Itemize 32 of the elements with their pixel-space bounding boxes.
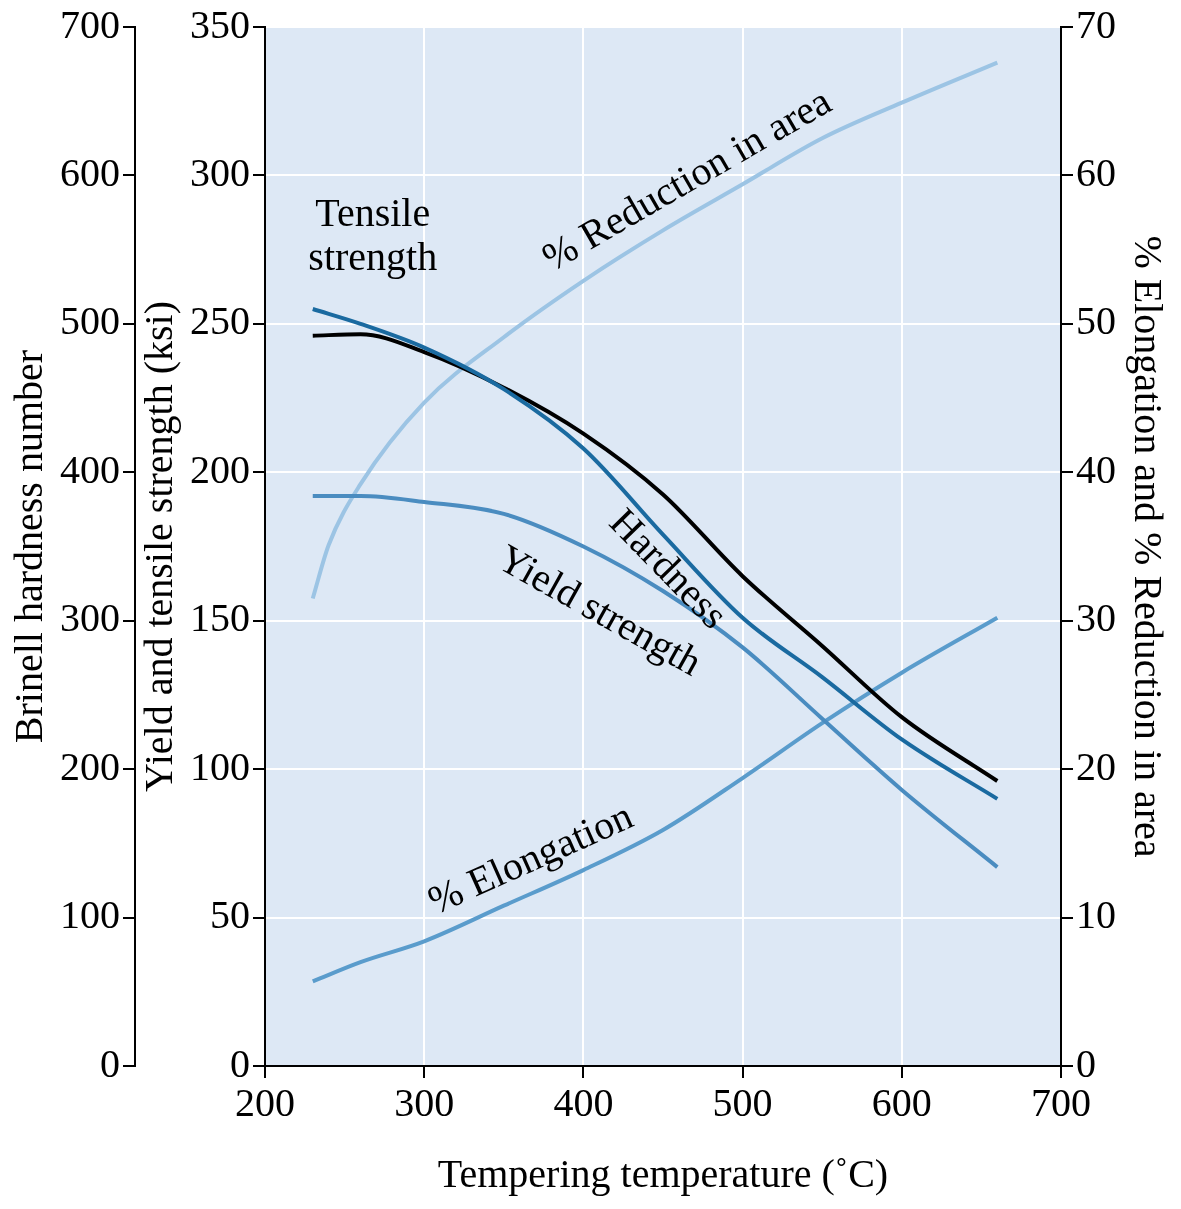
y3-tick-label: 100 xyxy=(60,892,120,938)
y3-tick-label: 400 xyxy=(60,446,120,492)
y-tick-label: 50 xyxy=(210,892,250,938)
y3-tick-label: 200 xyxy=(60,743,120,789)
y3-tick-label: 700 xyxy=(60,1,120,47)
y-tick-label: 200 xyxy=(190,446,250,492)
y3-tick-label: 300 xyxy=(60,595,120,641)
y-tick-label: 0 xyxy=(230,1040,250,1086)
y2-tick-label: 60 xyxy=(1076,149,1116,195)
y-tick-label: 350 xyxy=(190,1,250,47)
y2-tick-label: 40 xyxy=(1076,446,1116,492)
y2-tick-label: 10 xyxy=(1076,892,1116,938)
y-tick-label: 100 xyxy=(190,743,250,789)
x-tick-label: 500 xyxy=(712,1079,773,1125)
x-axis-title: Tempering temperature (˚C) xyxy=(437,1150,889,1196)
y2-tick-label: 20 xyxy=(1076,743,1116,789)
y2-tick-label: 50 xyxy=(1076,298,1116,344)
y2-tick-label: 30 xyxy=(1076,595,1116,641)
y3-tick-label: 600 xyxy=(60,149,120,195)
y3-axis-title: Brinell hardness number xyxy=(5,349,51,744)
y-tick-label: 150 xyxy=(190,595,250,641)
y-tick-label: 250 xyxy=(190,298,250,344)
series-label: Tensile strength xyxy=(308,189,438,279)
x-tick-label: 600 xyxy=(871,1079,932,1125)
x-tick-label: 300 xyxy=(394,1079,455,1125)
y2-tick-label: 70 xyxy=(1076,1,1116,47)
x-tick-label: 400 xyxy=(553,1079,614,1125)
y-axis-title: Yield and tensile strength (ksi) xyxy=(135,300,181,793)
y3-tick-label: 500 xyxy=(60,298,120,344)
y2-axis-title: % Elongation and % Reduction in area xyxy=(1125,235,1171,858)
y-tick-label: 300 xyxy=(190,149,250,195)
y3-tick-label: 0 xyxy=(100,1040,120,1086)
